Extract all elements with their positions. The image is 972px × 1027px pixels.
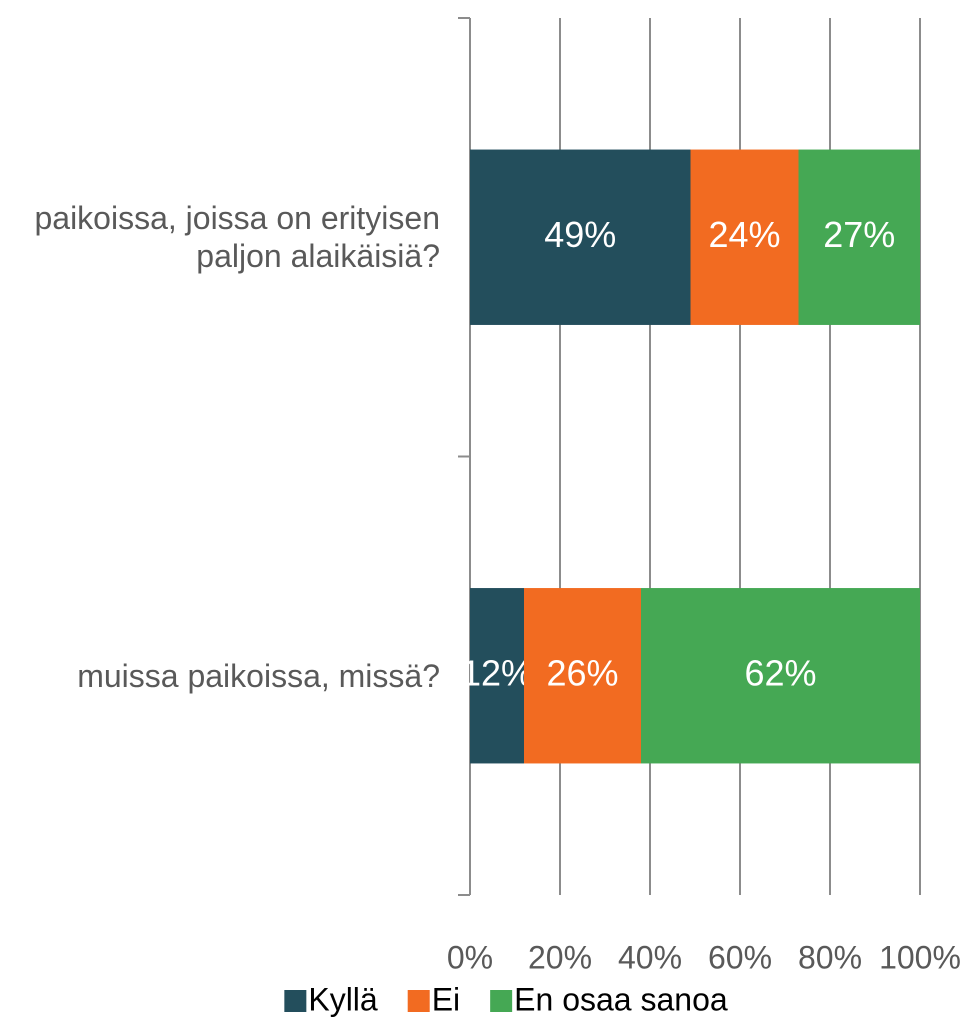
legend-swatch — [284, 990, 307, 1012]
legend: Kyllä Ei En osaa sanoa — [284, 981, 728, 1017]
bar-segment — [470, 588, 524, 764]
data-label: 49% — [544, 214, 616, 255]
x-tick-label: 100% — [879, 939, 961, 975]
bar-segment — [641, 588, 920, 764]
bar-segment — [798, 149, 920, 325]
x-tick-label: 0% — [447, 939, 493, 975]
legend-swatch — [407, 990, 430, 1012]
data-label: 12% — [461, 652, 533, 693]
bar-segment — [690, 149, 799, 325]
y-tick-label: paikoissa, joissa on erityisen paljon al… — [34, 200, 440, 275]
x-tick-label: 80% — [798, 939, 862, 975]
x-tick-label: 20% — [528, 939, 592, 975]
legend-label: En osaa sanoa — [514, 981, 728, 1017]
legend-label: Ei — [432, 981, 460, 1017]
data-label: 26% — [546, 652, 618, 693]
bar-segment — [470, 149, 691, 325]
x-tick-label: 60% — [708, 939, 772, 975]
legend-label: Kyllä — [308, 981, 378, 1017]
data-label: 62% — [744, 652, 816, 693]
bar-segment — [524, 588, 641, 764]
legend-swatch — [490, 990, 513, 1012]
data-label: 24% — [708, 214, 780, 255]
y-tick-label: muissa paikoissa, missä? — [77, 657, 440, 694]
x-tick-label: 40% — [618, 939, 682, 975]
data-label: 27% — [823, 214, 895, 255]
